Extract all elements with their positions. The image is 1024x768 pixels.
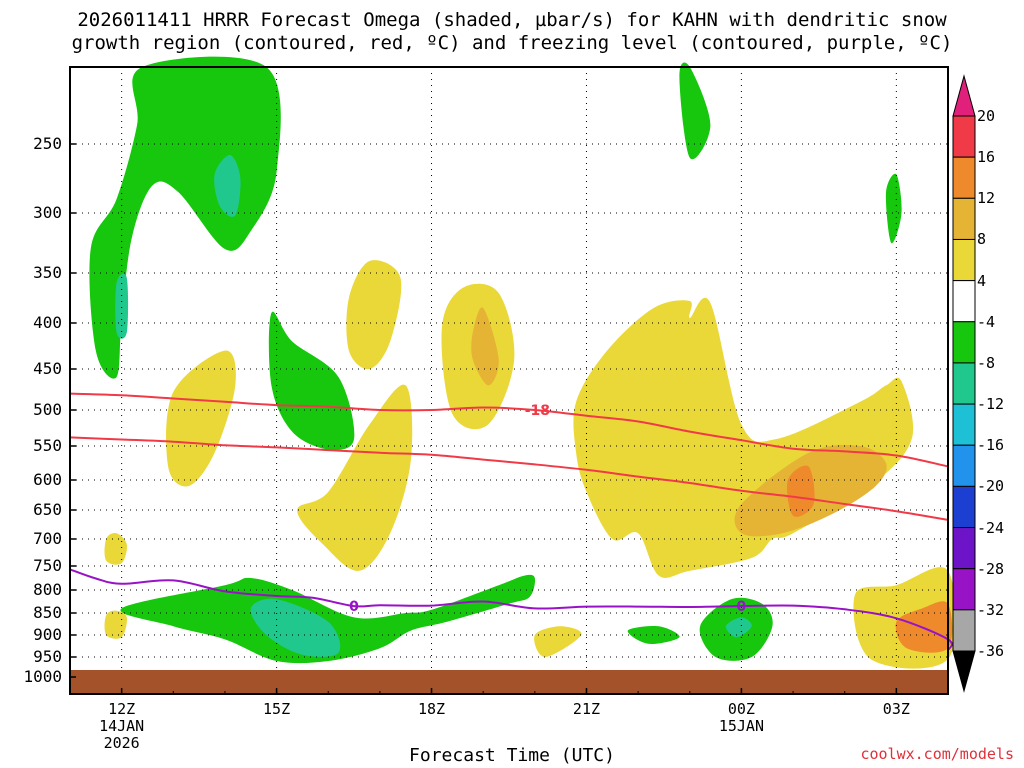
contour-line-0 <box>69 392 949 468</box>
omega-region-15 <box>725 617 752 638</box>
colorbar-label: 8 <box>977 230 987 249</box>
omega-region-8 <box>297 384 413 571</box>
chart-title-line-1: 2026011411 HRRR Forecast Omega (shaded, … <box>77 9 947 31</box>
colorbar-swatch-12 <box>952 609 976 652</box>
y-tick-label: 300 <box>33 203 62 222</box>
colorbar-label: 12 <box>977 189 996 208</box>
colorbar-swatch-0 <box>952 115 976 158</box>
omega-region-11 <box>787 465 815 517</box>
x-axis-title: Forecast Time (UTC) <box>409 745 615 766</box>
colorbar-swatch-8 <box>952 444 976 487</box>
y-tick-label: 350 <box>33 263 62 282</box>
omega-region-23 <box>885 173 902 244</box>
colorbar-label: 16 <box>977 148 996 167</box>
omega-region-3 <box>268 311 355 450</box>
x-tick-label: 21Z <box>572 700 601 718</box>
chart-title-line-2: growth region (contoured, red, ºC) and f… <box>71 32 953 54</box>
x-tick-date-label: 2026 <box>103 734 140 752</box>
y-tick-label: 250 <box>33 134 62 153</box>
omega-region-13 <box>250 598 341 657</box>
omega-shading <box>89 56 957 669</box>
colorbar-swatch-5 <box>952 321 976 364</box>
colorbar-swatch-6 <box>952 362 976 405</box>
y-tick-label: 850 <box>33 603 62 622</box>
colorbar-swatch-4 <box>952 280 976 323</box>
x-tick-label: 03Z <box>882 700 910 718</box>
contour-label-0: -18 <box>525 403 550 419</box>
y-tick-label: 750 <box>33 556 62 575</box>
omega-region-1 <box>214 154 241 217</box>
colorbar <box>952 74 976 693</box>
y-tick-label: 950 <box>33 647 62 666</box>
colorbar-label: -12 <box>977 395 1005 414</box>
grid-lines <box>70 67 948 670</box>
colorbar-label: -28 <box>977 559 1005 578</box>
colorbar-bottom-arrow <box>952 650 976 693</box>
colorbar-label: -24 <box>977 518 1005 537</box>
x-tick-date-label: 15JAN <box>718 717 764 735</box>
colorbar-swatch-2 <box>952 197 976 240</box>
omega-region-18 <box>534 626 582 657</box>
colorbar-top-arrow <box>952 74 976 117</box>
colorbar-swatch-1 <box>952 156 976 199</box>
omega-region-6 <box>471 307 499 386</box>
y-tick-label: 400 <box>33 313 62 332</box>
colorbar-swatch-9 <box>952 485 976 529</box>
colorbar-label: -16 <box>977 436 1005 455</box>
site-credit: coolwx.com/models <box>860 745 1014 763</box>
contour-label-freezing-2: 0 <box>737 599 747 615</box>
colorbar-label: -36 <box>977 642 1005 660</box>
axis-ticks <box>70 143 949 694</box>
y-tick-label: 1000 <box>23 667 62 686</box>
colorbar-label: -4 <box>977 312 996 331</box>
y-tick-label: 900 <box>33 625 62 644</box>
omega-region-4 <box>346 260 402 370</box>
colorbar-label: 4 <box>977 271 987 290</box>
colorbar-label: -20 <box>977 477 1005 496</box>
colorbar-label: 20 <box>977 107 996 125</box>
colorbar-swatch-7 <box>952 403 976 446</box>
x-tick-label: 12Z <box>108 700 136 718</box>
contour-line-2 <box>69 568 953 651</box>
colorbar-swatch-11 <box>952 568 976 611</box>
omega-region-2 <box>115 273 129 339</box>
y-tick-label: 500 <box>33 400 62 419</box>
omega-region-17 <box>104 532 127 565</box>
omega-region-21 <box>627 625 680 644</box>
y-tick-label: 550 <box>33 436 62 455</box>
omega-region-9 <box>573 297 914 578</box>
contour-line-1 <box>69 436 949 521</box>
colorbar-label: -32 <box>977 600 1005 619</box>
x-tick-date-label: 14JAN <box>99 717 145 735</box>
omega-region-16 <box>104 610 127 639</box>
colorbar-label: -8 <box>977 353 996 372</box>
omega-region-22 <box>679 62 711 160</box>
omega-region-7 <box>166 350 236 487</box>
y-tick-label: 700 <box>33 529 62 548</box>
y-tick-label: 450 <box>33 359 62 378</box>
omega-region-0 <box>89 56 281 379</box>
colorbar-swatch-3 <box>952 238 976 282</box>
omega-region-12 <box>120 574 536 664</box>
x-tick-label: 00Z <box>727 700 755 718</box>
x-tick-label: 18Z <box>417 700 446 718</box>
omega-region-20 <box>895 601 953 653</box>
y-tick-label: 650 <box>33 500 62 519</box>
y-tick-label: 800 <box>33 580 62 599</box>
colorbar-swatch-10 <box>952 527 976 570</box>
contour-label-2: 0 <box>349 599 359 615</box>
y-tick-label: 600 <box>33 470 62 489</box>
ground-band <box>70 670 948 694</box>
x-tick-label: 15Z <box>263 700 291 718</box>
contour-lines: -18 0 0 <box>69 392 953 651</box>
plot-frame <box>69 66 949 695</box>
